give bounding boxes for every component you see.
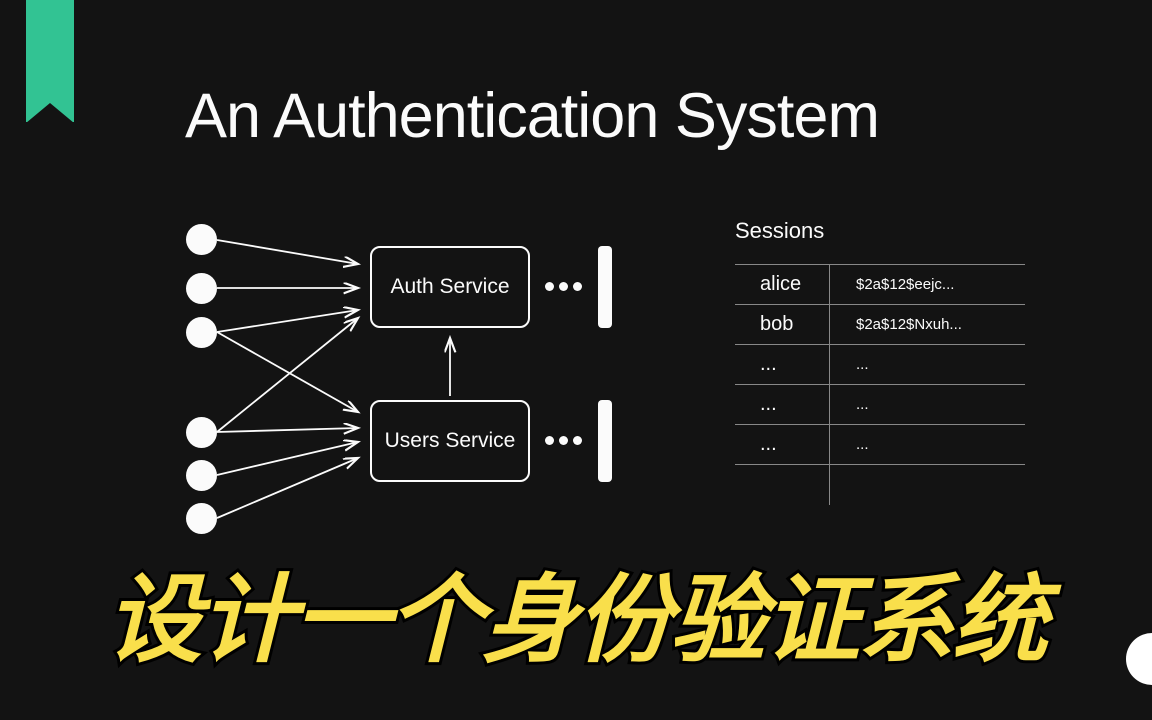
ellipsis-dots bbox=[545, 282, 582, 291]
client-node bbox=[186, 224, 217, 255]
sessions-panel: Sessions alice$2a$12$eejc...bob$2a$12$Nx… bbox=[735, 218, 1025, 505]
session-user-cell: ... bbox=[735, 425, 830, 464]
client-node bbox=[186, 417, 217, 448]
session-hash-cell: $2a$12$eejc... bbox=[830, 276, 1025, 293]
session-user-cell: alice bbox=[735, 265, 830, 304]
session-user-cell: ... bbox=[735, 385, 830, 424]
chinese-title-overlay: 设计一个身份验证系统 bbox=[0, 542, 1152, 681]
client-node bbox=[186, 273, 217, 304]
session-user-cell: ... bbox=[735, 345, 830, 384]
architecture-diagram: Auth Service Users Service bbox=[180, 210, 620, 550]
table-row: ...... bbox=[735, 385, 1025, 425]
bookmark-ribbon bbox=[26, 0, 74, 122]
session-hash-cell: ... bbox=[830, 436, 1025, 453]
table-row: bob$2a$12$Nxuh... bbox=[735, 305, 1025, 345]
replica-bar bbox=[598, 400, 612, 482]
replica-bar bbox=[598, 246, 612, 328]
session-hash-cell: $2a$12$Nxuh... bbox=[830, 316, 1025, 333]
service-box: Users Service bbox=[370, 400, 530, 482]
sessions-title: Sessions bbox=[735, 218, 1025, 244]
slide-title: An Authentication System bbox=[185, 80, 879, 152]
table-row: alice$2a$12$eejc... bbox=[735, 265, 1025, 305]
table-row: ...... bbox=[735, 345, 1025, 385]
table-tail bbox=[735, 465, 1025, 505]
session-user-cell: bob bbox=[735, 305, 830, 344]
table-row: ...... bbox=[735, 425, 1025, 465]
client-node bbox=[186, 503, 217, 534]
service-box: Auth Service bbox=[370, 246, 530, 328]
client-node bbox=[186, 460, 217, 491]
session-hash-cell: ... bbox=[830, 396, 1025, 413]
client-node bbox=[186, 317, 217, 348]
sessions-table: alice$2a$12$eejc...bob$2a$12$Nxuh.......… bbox=[735, 264, 1025, 505]
session-hash-cell: ... bbox=[830, 356, 1025, 373]
ellipsis-dots bbox=[545, 436, 582, 445]
